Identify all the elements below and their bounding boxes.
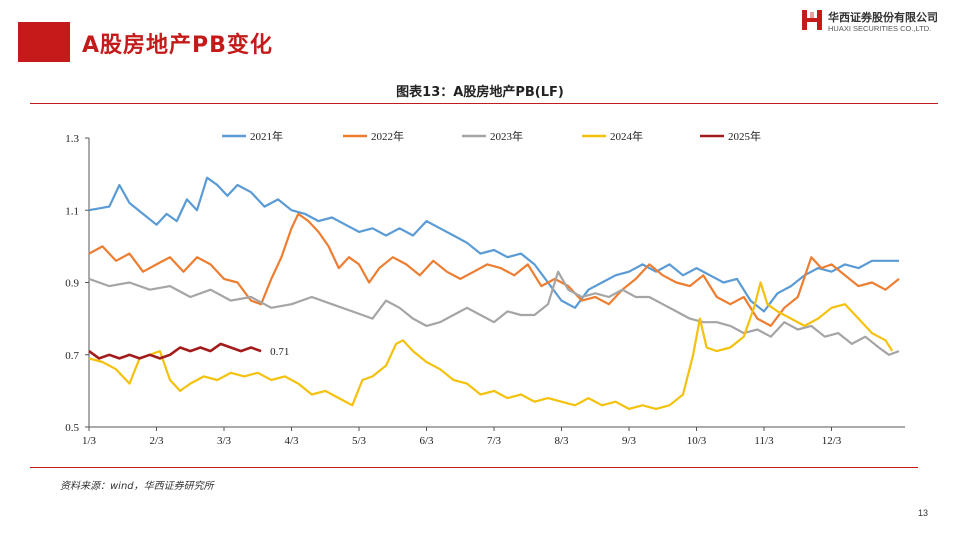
- bottom-divider: [30, 467, 918, 468]
- page-number: 13: [917, 508, 928, 518]
- page-title: A股房地产PB变化: [82, 33, 273, 58]
- y-tick-label: 1.1: [65, 205, 79, 217]
- company-logo: 华西证券股份有限公司 HUAXI SECURITIES CO.,LTD.: [801, 7, 946, 37]
- legend-label: 2025年: [728, 129, 761, 143]
- title-accent-bar: [18, 22, 70, 62]
- y-tick-label: 0.9: [65, 278, 79, 290]
- x-tick-label: 8/3: [554, 435, 569, 447]
- x-tick-label: 7/3: [487, 435, 502, 447]
- series-line: [88, 212, 900, 327]
- legend-label: 2022年: [371, 129, 404, 143]
- last-value-annotation: 0.71: [270, 346, 289, 358]
- series-line: [88, 176, 899, 313]
- x-tick-label: 3/3: [217, 435, 232, 447]
- top-divider: [30, 103, 938, 104]
- x-tick-label: 2/3: [149, 435, 164, 447]
- logo-name-cn: 华西证券股份有限公司: [828, 11, 938, 24]
- y-tick-label: 0.5: [65, 422, 79, 434]
- legend-label: 2023年: [490, 129, 523, 143]
- x-tick-label: 1/3: [82, 435, 97, 447]
- x-tick-label: 6/3: [419, 435, 434, 447]
- x-tick-label: 11/3: [754, 435, 774, 447]
- source-note: 资料来源：wind，华西证券研究所: [60, 481, 214, 492]
- legend-label: 2021年: [250, 129, 283, 143]
- x-tick-label: 4/3: [284, 435, 299, 447]
- y-tick-label: 1.3: [65, 133, 79, 145]
- legend-label: 2024年: [610, 129, 643, 143]
- chart-caption: 图表13：A股房地产PB(LF): [396, 85, 564, 100]
- y-tick-label: 0.7: [65, 350, 79, 362]
- x-tick-label: 10/3: [687, 435, 707, 447]
- logo-name-en: HUAXI SECURITIES CO.,LTD.: [828, 24, 932, 33]
- series-line: [88, 342, 262, 360]
- huaxi-logo-icon: [802, 10, 822, 30]
- x-tick-label: 12/3: [822, 435, 842, 447]
- x-tick-label: 9/3: [622, 435, 637, 447]
- series-line: [88, 281, 894, 410]
- series-line: [88, 270, 900, 356]
- x-tick-label: 5/3: [352, 435, 367, 447]
